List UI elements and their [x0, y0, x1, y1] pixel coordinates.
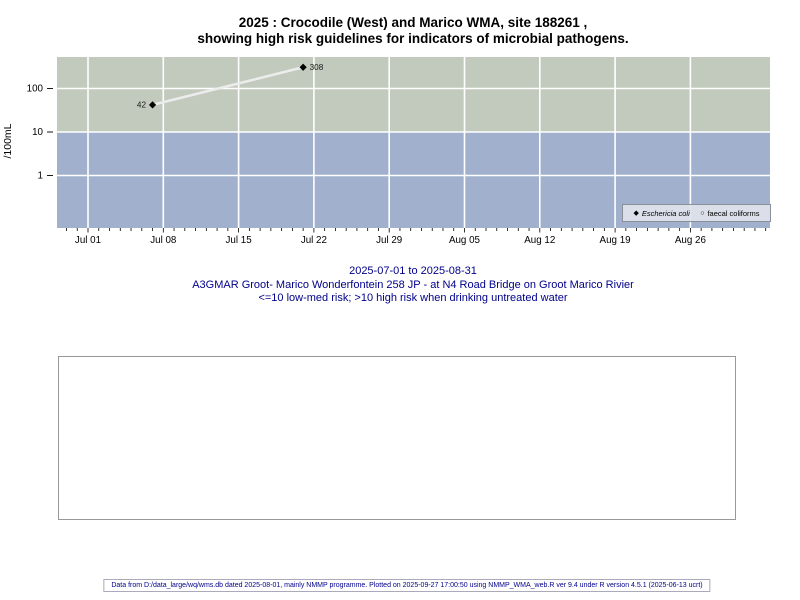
legend-label-ecoli: Eschericia coli — [641, 208, 690, 218]
filled-diamond-icon: ◆ — [633, 209, 639, 217]
x-tick-label: Aug 05 — [449, 235, 481, 246]
x-tick-label: Aug 19 — [600, 235, 631, 246]
y-tick-label: 100 — [27, 84, 44, 95]
data-point-marker — [148, 101, 157, 109]
x-tick-label: Aug 26 — [675, 235, 707, 246]
caption-site-description: A3GMAR Groot- Marico Wonderfontein 258 J… — [192, 278, 634, 291]
caption-date-range: 2025-07-01 to 2025-08-31 — [349, 265, 477, 277]
y-tick-label: 10 — [32, 127, 43, 138]
empty-panel — [58, 356, 736, 520]
data-point-marker — [299, 63, 307, 71]
chart-legend: ◆ Eschericia coli ○ faecal coliforms — [622, 204, 771, 222]
data-point-label: 308 — [310, 63, 324, 72]
x-tick-label: Jul 01 — [75, 235, 101, 246]
chart-plot: Jul 01 Jul 08 Jul 15 Jul 22 Jul 29 Aug 05 Aug … — [27, 57, 770, 246]
y-tick-label: 1 — [38, 171, 43, 182]
x-tick-label: Jul 15 — [226, 235, 253, 246]
x-tick-label: Jul 29 — [376, 235, 402, 246]
x-tick-label: Jul 22 — [301, 235, 327, 246]
x-tick-label: Jul 08 — [150, 235, 177, 246]
open-circle-icon: ○ — [700, 209, 705, 217]
legend-entry-ecoli: ◆ Eschericia coli — [633, 209, 689, 218]
legend-label-faecal-coliforms: faecal coliforms — [707, 208, 760, 218]
chart-title-line2: showing high risk guidelines for indicat… — [197, 31, 629, 46]
chart-caption: 2025-07-01 to 2025-08-31 A3GMAR Groot- M… — [13, 265, 800, 306]
legend-entry-faecal-coliforms: ○ faecal coliforms — [700, 209, 759, 218]
x-tick-label: Aug 12 — [524, 235, 555, 246]
chart-title-line1: 2025 : Crocodile (West) and Marico WMA, … — [238, 15, 588, 30]
risk-band-high — [57, 57, 770, 132]
caption-risk-note: <=10 low-med risk; >10 high risk when dr… — [258, 292, 568, 304]
data-point-label: 42 — [137, 101, 147, 110]
series-line — [152, 65, 304, 107]
y-axis-title: /100mL — [2, 123, 14, 159]
footer-note: Data from D:/data_large/wq/wms.db dated … — [103, 579, 711, 592]
chart-title: 2025 : Crocodile (West) and Marico WMA, … — [13, 15, 800, 47]
